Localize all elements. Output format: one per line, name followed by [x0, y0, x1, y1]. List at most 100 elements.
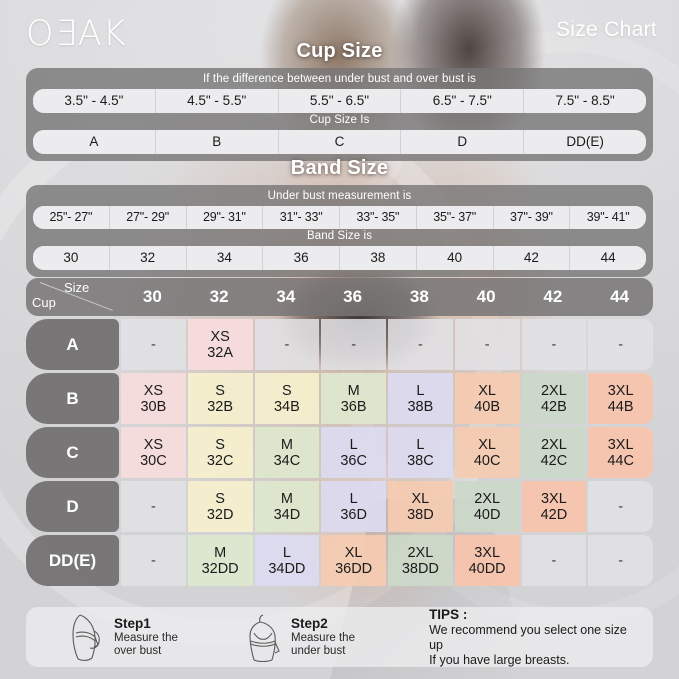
cell-band-label: 38D: [407, 506, 434, 523]
cell-size-label: 3XL: [607, 436, 634, 453]
band-measurement-cell-4: 33"- 35": [340, 206, 417, 229]
cup-measurement-cell-4: 7.5" - 8.5": [524, 89, 646, 113]
tips-line1: We recommend you select one size up: [429, 623, 627, 652]
band-measurement-cell-6: 37"- 39": [493, 206, 571, 229]
cell-band-label: 36DD: [335, 560, 373, 577]
matrix-cell-B-38: L 38B: [388, 373, 453, 424]
matrix-col-header-38: 38: [409, 287, 429, 306]
matrix-row: D - S 32D M 34D L 36D XL 38D 2XL 40D 3XL 42D -: [26, 481, 653, 532]
footer-bar: Step1 Measure the over bust: [26, 607, 653, 667]
band-number-cell-2: 34: [186, 246, 264, 270]
matrix-cell-DD(E)-34: L 34DD: [254, 535, 320, 586]
matrix-cell-D-34: M 34D: [254, 481, 320, 532]
matrix-cell-B-42: 2XL 42B: [521, 373, 587, 424]
step1-block: Step1 Measure the over bust: [64, 611, 233, 663]
step1-title: Step1: [114, 615, 151, 631]
cell-band-label: 36C: [340, 452, 367, 469]
band-measurement-row: 25"- 27" 27"- 29" 29"- 31" 31"- 33" 33"- 35"…: [33, 206, 646, 229]
corner-cup-label: Cup: [32, 295, 56, 310]
cell-band-label: 34DD: [268, 560, 306, 577]
cup-measurement-cell-0: 3.5" - 4.5": [33, 89, 156, 113]
cell-size-label: S: [215, 436, 225, 453]
cup-size-panel: If the difference between under bust and…: [26, 68, 653, 161]
cell-band-label: 32DD: [201, 560, 239, 577]
band-size-panel: Under bust measurement is 25"- 27" 27"- 2…: [26, 185, 653, 277]
matrix-col-header-34: 34: [276, 287, 296, 306]
cell-band-label: 40B: [474, 398, 501, 415]
cup-size-heading: Cup Size: [296, 40, 383, 62]
band-number-cell-0: 30: [33, 246, 110, 270]
matrix-col-header-44: 44: [610, 287, 630, 306]
cell-band-label: 38DD: [401, 560, 439, 577]
cell-size-label: L: [416, 436, 425, 453]
step1-line2: over bust: [114, 645, 162, 657]
cup-letter-cell-1: B: [155, 130, 279, 154]
cell-size-label: 3XL: [474, 544, 501, 561]
matrix-header-row: Size Cup 30 32 34 36 38 40 42 44: [26, 278, 653, 316]
band-number-cell-4: 38: [340, 246, 417, 270]
matrix-cell-C-40: XL 40C: [454, 427, 520, 478]
cup-measurement-cell-3: 6.5" - 7.5": [401, 89, 525, 113]
band-number-cell-1: 32: [109, 246, 187, 270]
brand-logo-text: O: [26, 14, 55, 54]
under-bust-measure-icon: [241, 611, 285, 663]
cell-size-label: M: [280, 490, 293, 507]
matrix-cell-C-34: M 34C: [254, 427, 320, 478]
matrix-row-cells: XS 30B S 32B S 34B M 36B L 38B XL 40B 2XL 42B 3XL 44B: [121, 373, 653, 424]
band-measurement-cell-2: 29"- 31": [186, 206, 264, 229]
matrix-row-label-D: D: [26, 481, 119, 532]
cell-size-label: XS: [210, 328, 230, 345]
matrix-cell-D-36: L 36D: [321, 481, 386, 532]
matrix-cell-B-30: XS 30B: [121, 373, 186, 424]
step2-line2: under bust: [291, 645, 346, 657]
cell-size-label: 2XL: [540, 382, 567, 399]
matrix-cell-DD(E)-36: XL 36DD: [321, 535, 386, 586]
brand-logo-tail: AK: [77, 14, 127, 54]
matrix-col-header-32: 32: [209, 287, 229, 306]
matrix-cell-D-44: -: [588, 481, 653, 532]
tips-line2: If you have large breasts.: [429, 653, 570, 667]
cell-band-label: 36D: [340, 506, 367, 523]
matrix-cell-DD(E)-30: -: [121, 535, 186, 586]
cell-size-label: -: [150, 552, 156, 569]
matrix-col-header-40: 40: [476, 287, 496, 306]
matrix-cell-A-36: -: [321, 319, 386, 370]
matrix-col-header-36: 36: [343, 287, 363, 306]
cup-letter-cell-3: D: [401, 130, 525, 154]
cell-size-label: -: [618, 336, 624, 353]
cell-size-label: L: [349, 436, 358, 453]
cell-band-label: 44C: [607, 452, 634, 469]
cell-band-label: 30B: [140, 398, 167, 415]
matrix-row-label-A: A: [26, 319, 119, 370]
cell-band-label: 30C: [140, 452, 167, 469]
cup-measurement-cell-1: 4.5" - 5.5": [155, 89, 279, 113]
matrix-row-cells: XS 30C S 32C M 34C L 36C L 38C XL 40C 2XL 42C 3XL 44C: [121, 427, 653, 478]
cup-caption-top: If the difference between under bust and…: [203, 73, 476, 85]
cell-size-label: 2XL: [540, 436, 567, 453]
matrix-cell-C-30: XS 30C: [121, 427, 186, 478]
matrix-cell-C-38: L 38C: [388, 427, 453, 478]
cell-size-label: -: [551, 552, 557, 569]
cell-size-label: M: [280, 436, 293, 453]
matrix-cell-A-34: -: [254, 319, 320, 370]
cell-band-label: 36B: [340, 398, 367, 415]
band-measurement-cell-7: 39"- 41": [570, 206, 646, 229]
cell-band-label: 42D: [540, 506, 568, 523]
cell-band-label: 34B: [273, 398, 300, 415]
cup-letter-cell-2: C: [278, 130, 402, 154]
matrix-cell-B-40: XL 40B: [454, 373, 520, 424]
matrix-cell-C-32: S 32C: [187, 427, 253, 478]
cell-size-label: S: [282, 382, 292, 399]
cell-band-label: 40D: [473, 506, 501, 523]
cell-band-label: 32A: [207, 344, 234, 361]
cell-size-label: M: [214, 544, 227, 561]
band-measurement-cell-0: 25"- 27": [33, 206, 110, 229]
cup-measurement-cell-2: 5.5" - 6.5": [278, 89, 402, 113]
cell-size-label: -: [484, 336, 490, 353]
cell-size-label: XS: [143, 382, 164, 399]
cell-size-label: XS: [143, 436, 164, 453]
matrix-cell-A-42: -: [521, 319, 587, 370]
cell-size-label: -: [618, 552, 624, 569]
tips-block: TIPS : We recommend you select one size …: [429, 606, 643, 668]
over-bust-measure-icon: [64, 611, 108, 663]
